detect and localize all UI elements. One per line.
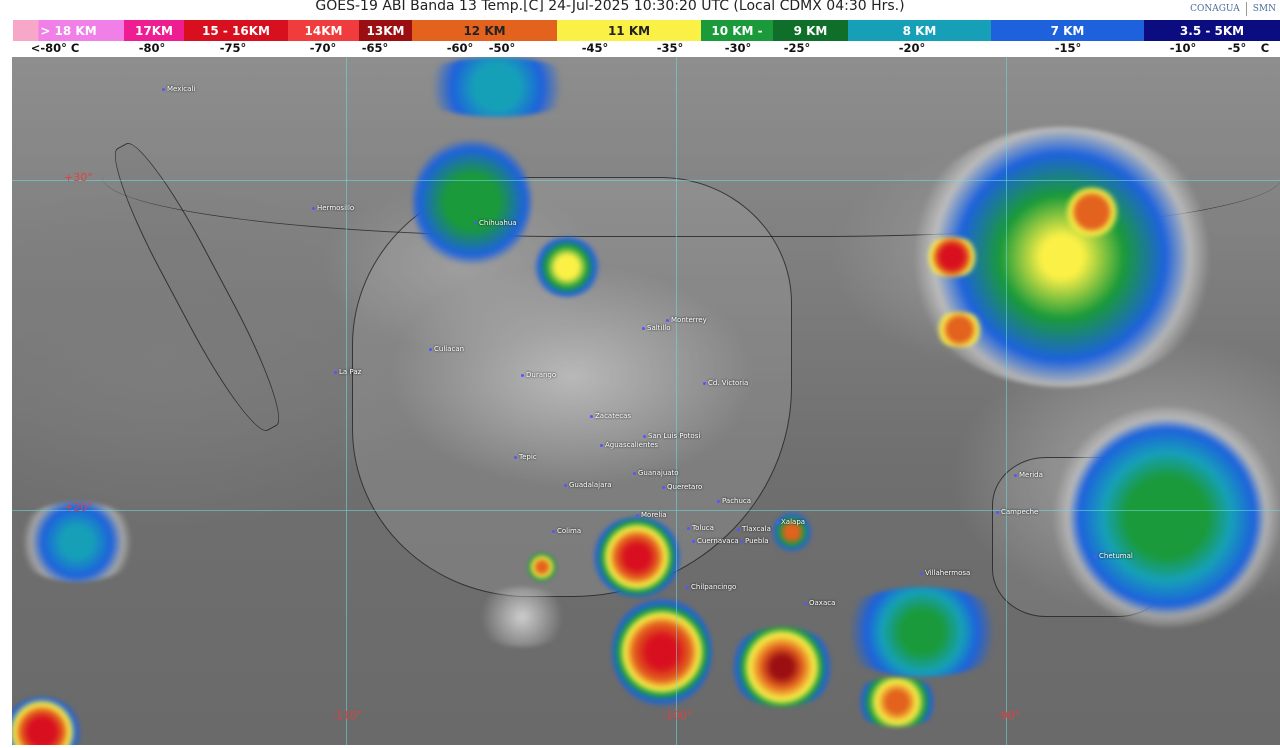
storm-cell: [832, 587, 1012, 677]
city-label: Pachuca: [717, 497, 751, 505]
legend-seg-3-5km: 3.5 - 5KM: [1144, 20, 1280, 41]
storm-cell: [412, 57, 582, 117]
longitude-line: [1006, 57, 1007, 745]
legend-seg-9km: 9 KM: [773, 20, 848, 41]
storm-cell: [852, 677, 942, 727]
city-label: Chetumal: [1094, 552, 1133, 560]
temp-label: -65°: [361, 41, 389, 55]
temp-label: -10°: [1169, 41, 1197, 55]
storm-cell: [1052, 407, 1280, 627]
legend-seg-12km: 12 KM: [412, 20, 557, 41]
city-label: Cuernavaca: [692, 537, 739, 545]
legend-seg-10km: 10 KM -: [701, 20, 773, 41]
legend-seg-18km: > 18 KM: [13, 20, 124, 41]
city-label: Colima: [552, 527, 581, 535]
storm-cell: [532, 237, 602, 297]
city-label: Morelia: [636, 511, 667, 519]
temp-label: -60°: [446, 41, 474, 55]
city-label: Oaxaca: [804, 599, 835, 607]
city-label: Aguascalientes: [600, 441, 658, 449]
city-label: La Paz: [334, 368, 361, 376]
city-label: Saltillo: [642, 324, 671, 332]
latitude-label: +20°: [64, 501, 93, 514]
city-label: Merida: [1014, 471, 1043, 479]
longitude-label: -110°: [332, 709, 363, 722]
storm-cell: [592, 517, 682, 597]
legend-seg-17km: 17KM: [124, 20, 184, 41]
agency-logos: CONAGUA SMN: [1190, 2, 1276, 16]
storm-cell: [12, 502, 142, 582]
city-label: Tepic: [514, 453, 537, 461]
city-label: San Luis Potosi: [643, 432, 700, 440]
city-label: Chihuahua: [474, 219, 517, 227]
temp-label: -5°: [1227, 41, 1247, 55]
storm-cell: [932, 312, 987, 347]
temp-label: <-80° C: [30, 41, 80, 55]
storm-cell: [727, 627, 837, 707]
legend-seg-14km: 14KM: [288, 20, 359, 41]
city-label: Guanajuato: [633, 469, 679, 477]
temp-label: -70°: [309, 41, 337, 55]
city-label: Villahermosa: [920, 569, 970, 577]
legend-seg-7km: 7 KM: [991, 20, 1144, 41]
temperature-scale: <-80° C -80° -75° -70° -65° -60° -50° -4…: [0, 41, 1280, 57]
city-label: Zacatecas: [590, 412, 631, 420]
city-label: Puebla: [740, 537, 769, 545]
legend-seg-8km: 8 KM: [848, 20, 991, 41]
city-label: Xalapa: [776, 518, 805, 526]
city-label: Culiacan: [429, 345, 464, 353]
city-label: Cd. Victoria: [703, 379, 748, 387]
color-legend: > 18 KM 17KM 15 - 16KM 14KM 13KM 12 KM 1…: [0, 20, 1280, 41]
city-label: Monterrey: [666, 316, 707, 324]
temp-label: -75°: [219, 41, 247, 55]
smn-logo: SMN: [1252, 4, 1276, 14]
city-label: Toluca: [687, 524, 714, 532]
longitude-line: [676, 57, 677, 745]
temp-label: -50°: [488, 41, 516, 55]
storm-cell: [612, 597, 712, 707]
city-label: Tlaxcala: [737, 525, 771, 533]
city-label: Chilpancingo: [686, 583, 736, 591]
city-label: Queretaro: [662, 483, 702, 491]
storm-cell: [12, 697, 82, 745]
temp-label: C: [1260, 41, 1270, 55]
temp-label: -80°: [138, 41, 166, 55]
storm-cell: [922, 237, 982, 277]
cloud-area: [472, 587, 572, 647]
city-label: Durango: [521, 371, 556, 379]
latitude-line: [12, 180, 1280, 181]
temp-label: -30°: [724, 41, 752, 55]
storm-cell: [412, 137, 532, 267]
longitude-label: -100°: [662, 709, 693, 722]
legend-seg-11km: 11 KM: [557, 20, 701, 41]
image-title: GOES-19 ABI Banda 13 Temp.[C] 24-Jul-202…: [315, 0, 905, 14]
storm-cell: [527, 552, 557, 582]
city-label: Guadalajara: [564, 481, 612, 489]
latitude-label: +30°: [64, 171, 93, 184]
satellite-image: +30° +20° -110° -100° -90° Mexicali Herm…: [12, 57, 1280, 745]
temp-label: -15°: [1054, 41, 1082, 55]
temp-label: -45°: [581, 41, 609, 55]
temp-label: -25°: [783, 41, 811, 55]
storm-cell: [1062, 187, 1122, 237]
legend-seg-13km: 13KM: [359, 20, 412, 41]
us-border: [102, 87, 1280, 237]
longitude-label: -90°: [997, 709, 1021, 722]
longitude-line: [346, 57, 347, 745]
conagua-logo: CONAGUA: [1190, 4, 1240, 14]
temp-label: -20°: [898, 41, 926, 55]
legend-seg-15-16km: 15 - 16KM: [184, 20, 288, 41]
city-label: Mexicali: [162, 85, 195, 93]
city-label: Hermosillo: [312, 204, 354, 212]
temp-label: -35°: [656, 41, 684, 55]
city-label: Campeche: [996, 508, 1038, 516]
